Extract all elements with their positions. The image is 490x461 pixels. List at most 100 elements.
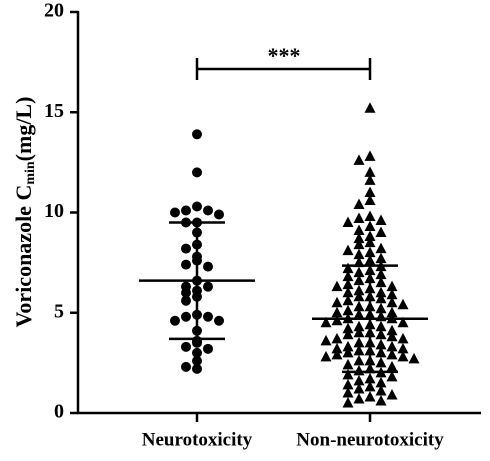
data-point [386, 288, 398, 300]
data-point [353, 354, 365, 366]
data-point [364, 230, 376, 242]
data-point [386, 348, 398, 360]
data-point [386, 330, 398, 342]
data-point [386, 280, 398, 292]
data-point [353, 336, 365, 348]
data-point [375, 302, 387, 314]
data-point [353, 344, 365, 356]
data-point [375, 286, 387, 298]
data-point [203, 261, 213, 272]
data-point [353, 392, 365, 404]
data-point [375, 346, 387, 358]
data-point [342, 346, 354, 358]
data-point [353, 284, 365, 296]
data-point [375, 252, 387, 264]
data-point [331, 332, 343, 344]
data-point [342, 368, 354, 380]
data-point [364, 210, 376, 222]
data-point [331, 306, 343, 318]
data-point [364, 246, 376, 258]
data-point [386, 388, 398, 400]
data-point [353, 154, 365, 165]
data-point [331, 314, 343, 326]
data-point [331, 342, 343, 354]
data-point [375, 394, 387, 406]
data-point [170, 207, 180, 218]
x-tick-label: Non-neurotoxicity [296, 429, 444, 450]
data-point [203, 281, 213, 292]
data-point [181, 295, 191, 306]
data-point [342, 294, 354, 306]
data-point [375, 292, 387, 304]
data-point [192, 355, 202, 366]
data-point [364, 220, 376, 232]
data-point [386, 296, 398, 308]
data-point [181, 243, 191, 254]
data-point [353, 238, 365, 250]
data-point [353, 248, 365, 260]
y-tick-label: 5 [54, 300, 64, 322]
data-point [397, 342, 409, 354]
data-point [364, 174, 376, 185]
data-point [342, 396, 354, 408]
data-point [203, 311, 213, 322]
data-point [386, 340, 398, 352]
data-point [375, 338, 387, 350]
y-axis-label: Voriconazole Cmin(mg/L) [11, 97, 38, 328]
data-point [375, 320, 387, 332]
data-point [353, 320, 365, 332]
data-point [192, 201, 202, 212]
significance-label: *** [268, 43, 301, 68]
data-point [353, 364, 365, 376]
data-point [353, 326, 365, 338]
data-point [342, 358, 354, 370]
data-point [353, 232, 365, 244]
data-point [342, 278, 354, 290]
data-point [192, 167, 202, 178]
data-point [353, 198, 365, 209]
data-point [397, 350, 409, 362]
data-point [353, 300, 365, 312]
data-point [320, 334, 332, 346]
data-point [181, 341, 191, 352]
data-point [342, 216, 354, 228]
data-point [353, 308, 365, 320]
data-point [375, 328, 387, 340]
data-point [181, 259, 191, 270]
data-point [375, 376, 387, 388]
data-point [364, 236, 376, 248]
data-point [364, 102, 376, 113]
y-tick-label: 20 [44, 0, 64, 22]
data-point [386, 370, 398, 382]
data-point [364, 186, 376, 197]
data-point [192, 337, 202, 348]
data-point [353, 212, 365, 224]
data-point [375, 276, 387, 288]
y-tick-label: 15 [44, 100, 64, 122]
data-point [181, 311, 191, 322]
data-point [203, 205, 213, 216]
data-point [331, 348, 343, 360]
data-point [364, 390, 376, 402]
data-point [342, 386, 354, 398]
data-point [397, 316, 409, 328]
data-point [342, 262, 354, 274]
data-point [364, 150, 376, 161]
data-point [375, 356, 387, 368]
y-label-sub: min [23, 161, 38, 185]
data-point [342, 244, 354, 256]
data-point [364, 380, 376, 392]
data-point [375, 214, 387, 226]
data-point [192, 363, 202, 374]
data-point [353, 274, 365, 286]
data-point [320, 350, 332, 362]
data-point [353, 382, 365, 394]
data-point [342, 286, 354, 298]
data-point [214, 209, 224, 220]
data-point [375, 226, 387, 238]
data-point [397, 332, 409, 344]
data-point [342, 304, 354, 316]
data-point [320, 316, 332, 328]
data-point [192, 347, 202, 358]
data-point [181, 287, 191, 298]
